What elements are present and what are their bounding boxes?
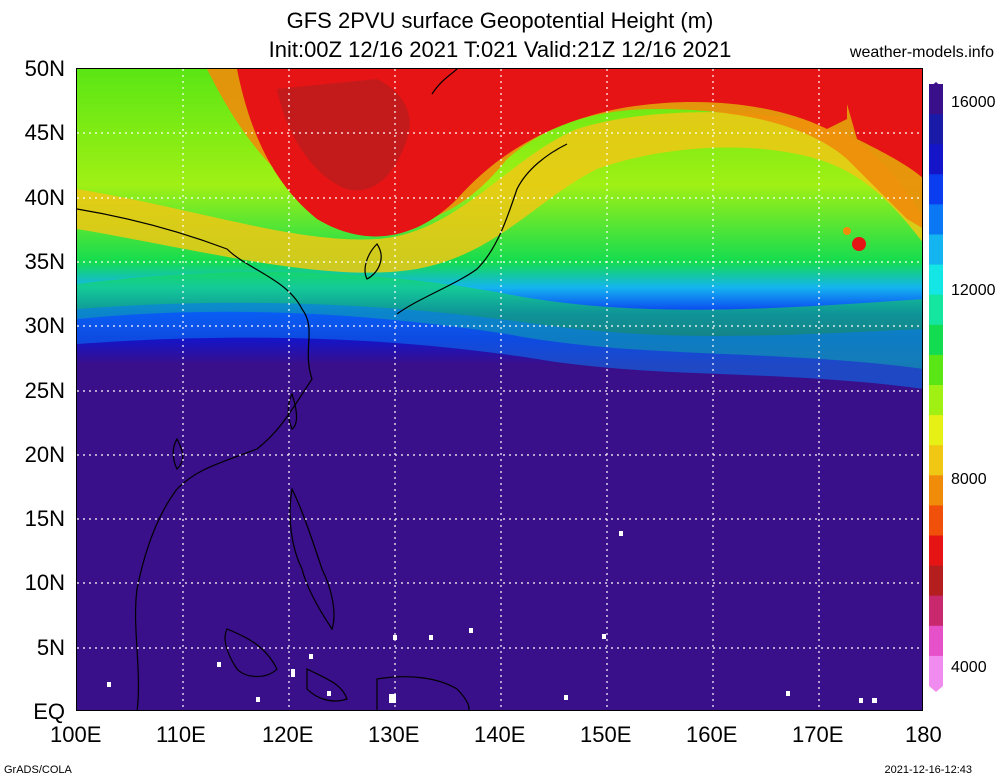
colorbar-tick-12000: 12000 xyxy=(951,282,996,299)
coastline-borneo xyxy=(224,628,278,678)
coastline-philippines xyxy=(289,487,335,631)
coastline-hainan xyxy=(172,437,184,471)
trough-edge-yellow xyxy=(77,112,922,273)
lat-label-50n: 50N xyxy=(24,56,65,81)
colorbar-segment xyxy=(929,264,943,296)
colorbar-segment xyxy=(929,204,943,235)
lat-label-35n: 35N xyxy=(24,249,65,274)
colorbar-segment xyxy=(929,174,943,205)
footer-software: GrADS/COLA xyxy=(4,764,72,776)
colorbar-segment xyxy=(929,234,943,266)
lat-label-15n: 15N xyxy=(24,506,65,531)
coastline-japan xyxy=(396,143,568,315)
colorbar-segment xyxy=(929,415,943,446)
trough-core-east xyxy=(837,69,922,178)
lon-label-130e: 130E xyxy=(368,722,420,747)
lon-label-150e: 150E xyxy=(580,722,632,747)
colorbar-segment xyxy=(929,354,943,386)
field-background xyxy=(77,69,922,710)
lat-label-40n: 40N xyxy=(24,185,65,210)
cutoff-blob xyxy=(852,237,866,251)
lon-label-120e: 120E xyxy=(262,722,314,747)
colorbar-tick-4000: 4000 xyxy=(951,659,987,676)
cutoff-blob-small xyxy=(843,227,851,235)
map-plot-area xyxy=(76,68,923,711)
footer-timestamp: 2021-12-16-12:43 xyxy=(884,764,972,776)
lon-label-180: 180 xyxy=(905,722,942,747)
colorbar-segment xyxy=(929,655,943,686)
lon-label-140e: 140E xyxy=(474,722,526,747)
colorbar-tick-8000: 8000 xyxy=(951,471,987,488)
lon-label-110e: 110E xyxy=(156,722,206,747)
colorbar-segment xyxy=(929,294,943,326)
colorbar-segment xyxy=(929,385,943,416)
lat-label-5n: 5N xyxy=(36,635,65,660)
lat-label-20n: 20N xyxy=(24,442,65,467)
gridlines xyxy=(77,69,922,710)
map-field xyxy=(77,69,922,710)
colorbar xyxy=(929,84,943,686)
jet-boundary-band xyxy=(77,302,922,389)
source-label: weather-models.info xyxy=(849,44,994,61)
coastline-taiwan xyxy=(287,392,298,430)
colorbar-segment xyxy=(929,505,943,536)
colorbar-segment xyxy=(929,114,943,145)
lat-label-30n: 30N xyxy=(24,313,65,338)
coastline-korea xyxy=(364,243,382,280)
coastline-sulawesi xyxy=(306,668,348,702)
coastline-sakhalin xyxy=(431,69,458,95)
colorbar-top-arrow xyxy=(929,82,943,88)
colorbar-segment xyxy=(929,445,943,476)
colorbar-segment xyxy=(929,475,943,506)
colorbar-segment xyxy=(929,144,943,175)
lat-label-25n: 25N xyxy=(24,378,65,403)
colorbar-segment xyxy=(929,565,943,597)
lon-label-160e: 160E xyxy=(686,722,738,747)
trough-center xyxy=(277,79,410,191)
missing-data-speckles xyxy=(107,531,877,703)
colorbar-segment xyxy=(929,324,943,356)
lon-label-100e: 100E xyxy=(50,722,102,747)
colorbar-segment xyxy=(929,535,943,567)
colorbar-segment xyxy=(929,625,943,657)
lat-label-10n: 10N xyxy=(24,570,65,595)
lat-label-eq: EQ xyxy=(33,699,65,724)
colorbar-bottom-arrow xyxy=(929,686,943,692)
colorbar-segment xyxy=(929,84,943,115)
map-subtitle: Init:00Z 12/16 2021 T:021 Valid:21Z 12/1… xyxy=(268,37,732,62)
lat-label-45n: 45N xyxy=(24,120,65,145)
map-title: GFS 2PVU surface Geopotential Height (m) xyxy=(286,8,714,33)
colorbar-tick-16000: 16000 xyxy=(951,94,996,111)
coastline-new-guinea xyxy=(376,676,470,710)
colorbar-segment xyxy=(929,595,943,627)
lon-label-170e: 170E xyxy=(792,722,844,747)
